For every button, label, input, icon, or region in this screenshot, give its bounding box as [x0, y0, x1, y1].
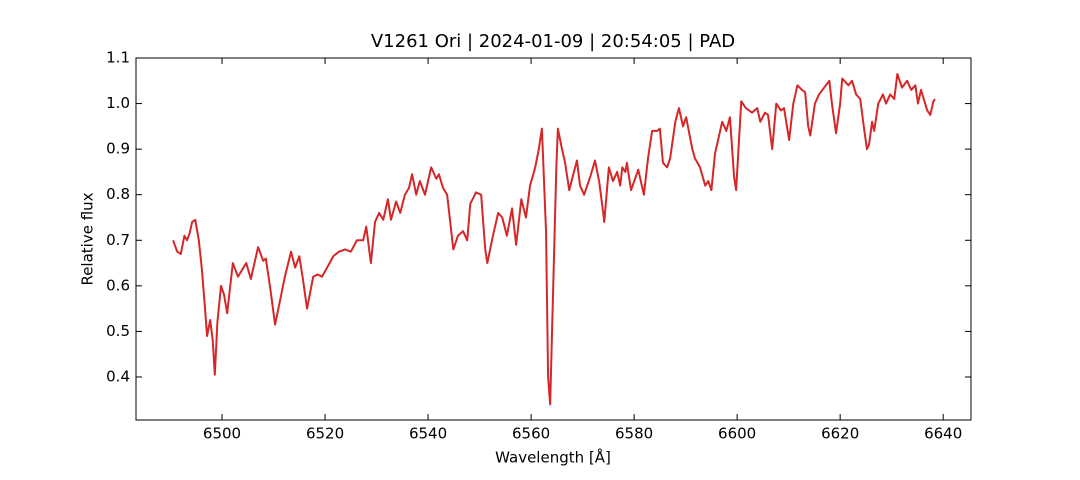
x-tick-label: 6640	[924, 425, 962, 443]
spectrum-line	[172, 72, 936, 406]
x-tick-label: 6620	[821, 425, 859, 443]
y-tick-label: 1.1	[106, 49, 130, 67]
chart-title: V1261 Ori | 2024-01-09 | 20:54:05 | PAD	[371, 31, 735, 52]
y-tick-label: 0.6	[106, 276, 130, 294]
y-tick-label: 1.0	[106, 94, 130, 112]
y-tick-label: 0.9	[106, 140, 130, 158]
x-tick-label: 6520	[306, 425, 344, 443]
x-axis-label: Wavelength [Å]	[495, 448, 611, 467]
y-tick-label: 0.4	[106, 367, 130, 385]
plot-frame	[135, 57, 972, 421]
x-tick-label: 6540	[409, 425, 447, 443]
y-tick-label: 0.5	[106, 322, 130, 340]
x-tick-label: 6500	[203, 425, 241, 443]
y-axis-label: Relative flux	[79, 192, 97, 285]
x-tick-label: 6560	[512, 425, 550, 443]
y-tick-label: 0.8	[106, 185, 130, 203]
y-tick-label: 0.7	[106, 231, 130, 249]
x-tick-label: 6580	[615, 425, 653, 443]
x-tick-label: 6600	[718, 425, 756, 443]
